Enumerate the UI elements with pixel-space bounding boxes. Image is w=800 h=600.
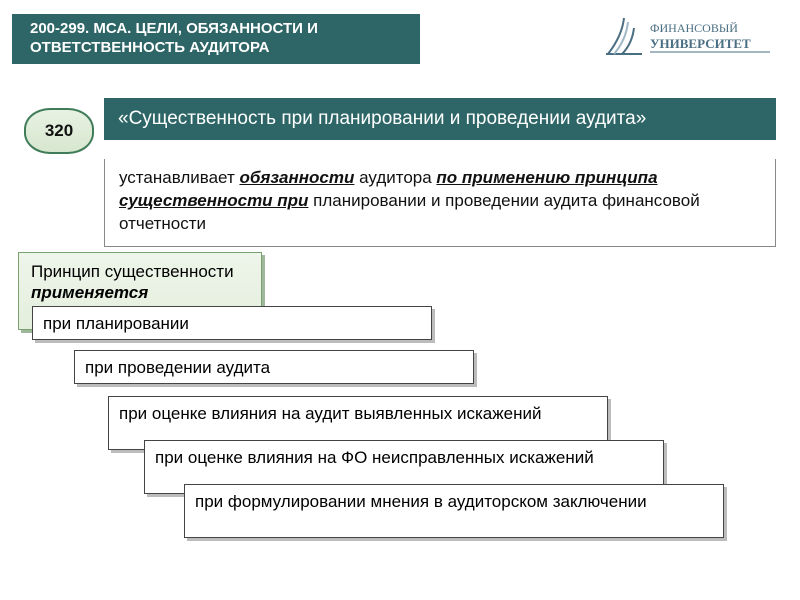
step-2: при проведении аудита	[74, 350, 474, 384]
header-text: 200-299. МСА. ЦЕЛИ, ОБЯЗАННОСТИ И ОТВЕТС…	[30, 20, 402, 58]
principle-line: Принцип существенности	[31, 262, 234, 281]
logo-icon: ФИНАНСОВЫЙ УНИВЕРСИТЕТ	[602, 14, 772, 58]
logo-line2: УНИВЕРСИТЕТ	[650, 36, 751, 51]
logo-line1: ФИНАНСОВЫЙ	[650, 21, 738, 35]
principle-apply: применяется	[31, 283, 148, 302]
desc-prefix: устанавливает	[119, 168, 239, 187]
standard-title: «Существенность при планировании и прове…	[104, 98, 776, 140]
standard-description: устанавливает обязанности аудитора по пр…	[104, 159, 776, 247]
badge-number: 320	[45, 122, 73, 140]
standard-number-badge: 320	[24, 108, 94, 154]
step-1: при планировании	[32, 306, 432, 340]
logo: ФИНАНСОВЫЙ УНИВЕРСИТЕТ	[602, 14, 772, 58]
desc-mid1: аудитора	[354, 168, 436, 187]
desc-em1: обязанности	[239, 168, 354, 187]
step-5: при формулировании мнения в аудиторском …	[184, 484, 724, 538]
title-text: «Существенность при планировании и прове…	[118, 108, 646, 129]
header-bar: 200-299. МСА. ЦЕЛИ, ОБЯЗАННОСТИ И ОТВЕТС…	[12, 14, 420, 64]
